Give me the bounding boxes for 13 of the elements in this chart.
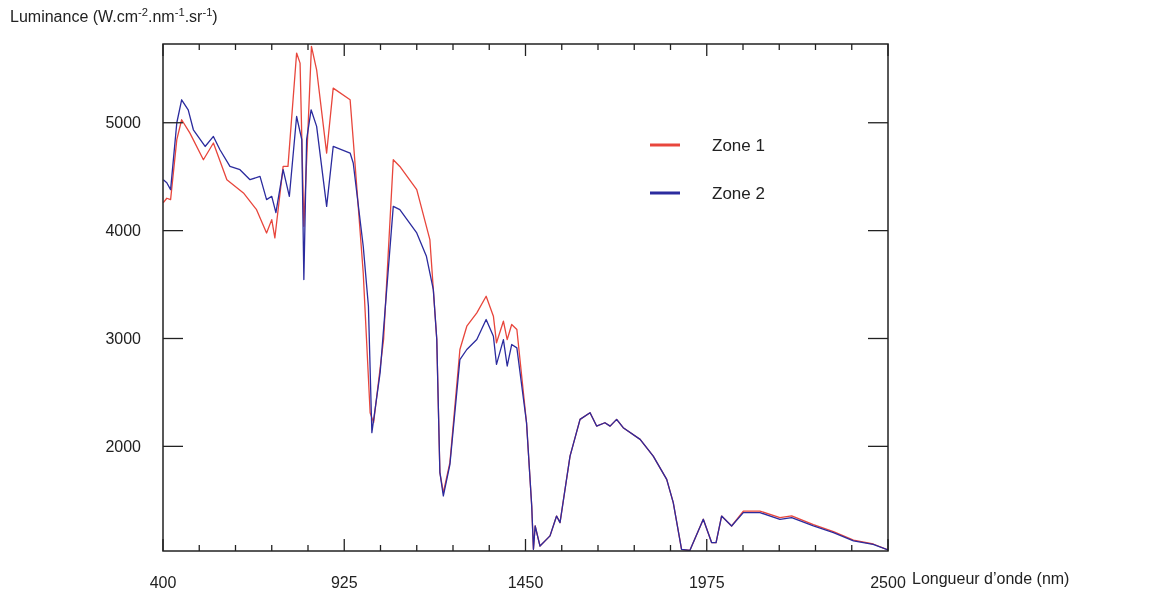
x-tick-label: 1975 <box>688 574 725 591</box>
y-tick-label: 3000 <box>105 329 142 347</box>
legend-label: Zone 2 <box>712 184 765 203</box>
x-tick-label: 2500 <box>870 574 906 591</box>
y-tick-label: 2000 <box>105 437 142 455</box>
legend-label: Zone 1 <box>712 136 765 155</box>
x-axis-title: Longueur d’onde (nm) <box>912 570 1070 587</box>
y-tick-label: 4000 <box>105 222 142 240</box>
y-axis-title: Luminance (W.cm$^{-2}$.nm$^{-1}$.sr$^{-1}$) <box>10 6 218 25</box>
x-tick-label: 1450 <box>507 574 544 591</box>
y-tick-label: 5000 <box>105 114 142 132</box>
x-tick-label: 925 <box>330 574 358 591</box>
x-tick-label: 400 <box>149 574 177 591</box>
